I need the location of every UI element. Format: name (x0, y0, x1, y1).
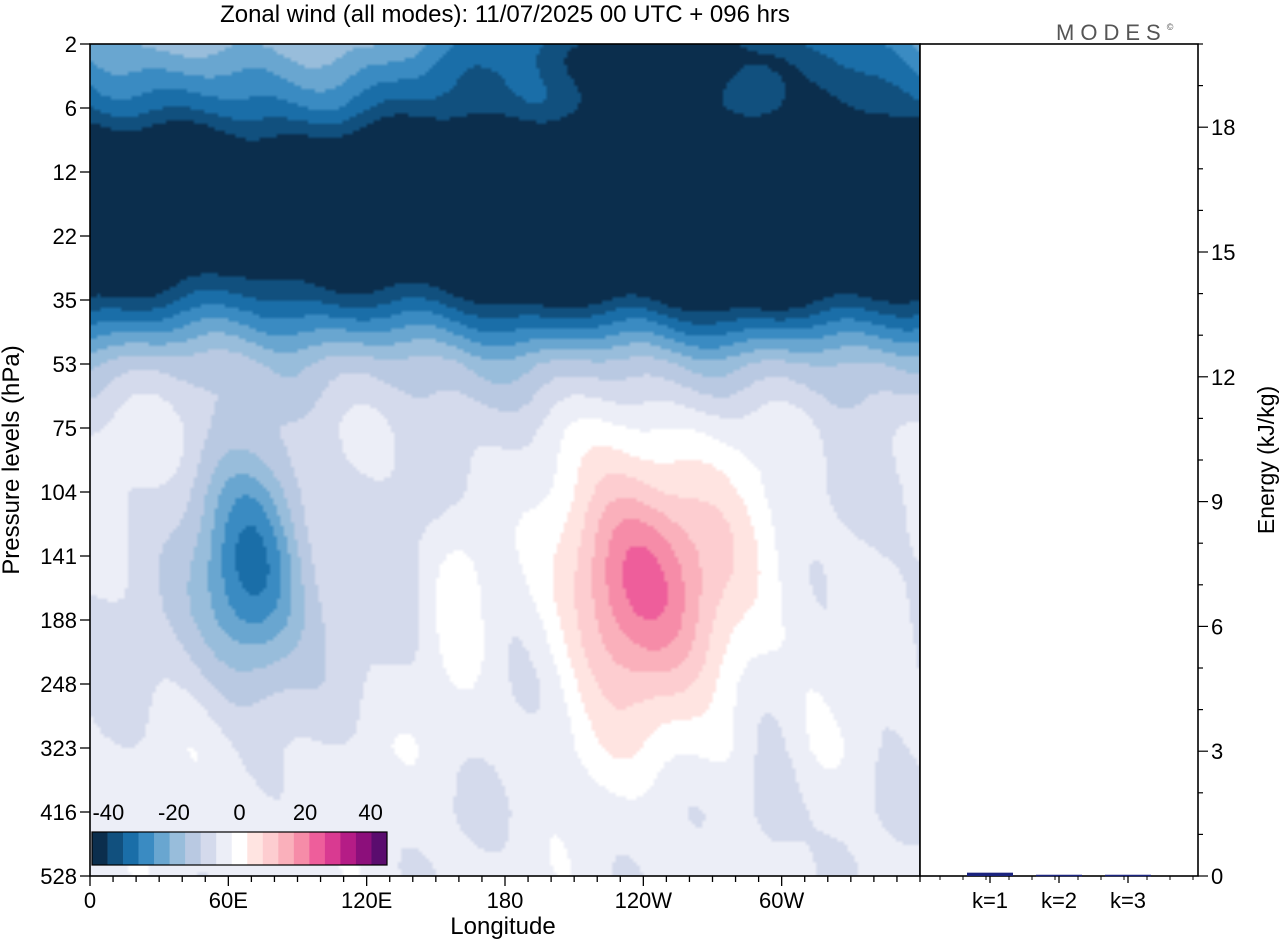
y-axis: 2 6 12 22 35 53 75 104 141 188 248 323 416 528 (40, 32, 90, 889)
bar-y-tick-label: 9 (1211, 490, 1223, 515)
colorbar-frame (91, 831, 388, 866)
y-tick-label: 188 (40, 608, 77, 633)
y-axis-label: Pressure levels (hPa) (0, 345, 25, 574)
y-tick-label: 75 (53, 416, 77, 441)
bar-y-tick-label: 12 (1211, 365, 1235, 390)
bar-y-tick-label: 0 (1211, 864, 1223, 889)
energy-bar-panel: k=1 k=2 k=3 0 3 6 9 12 15 18 Energy (kJ/kg) (919, 43, 1279, 913)
colorbar-swatch (231, 832, 248, 865)
y-tick-label: 6 (65, 96, 77, 121)
x-tick-label: 60W (759, 888, 804, 913)
y-tick-label: 416 (40, 800, 77, 825)
colorbar-swatch (340, 832, 357, 865)
y-tick-label: 141 (40, 544, 77, 569)
colorbar-swatch (247, 832, 264, 865)
colorbar-swatch (216, 832, 233, 865)
colorbar-swatch (324, 832, 341, 865)
colorbar-swatch (138, 832, 155, 865)
colorbar-swatch (309, 832, 326, 865)
x-axis: 0 60E 120E 180 120W 60W (84, 876, 921, 913)
modes-logo: MODES© (1056, 20, 1174, 45)
x-tick-label: 120W (615, 888, 673, 913)
colorbar-tick-label: 20 (293, 800, 317, 825)
colorbar-swatch (92, 832, 108, 865)
x-tick-label: 180 (487, 888, 524, 913)
y-tick-label: 2 (65, 32, 77, 57)
y-tick-label: 528 (40, 864, 77, 889)
bar-y-tick-label: 15 (1211, 240, 1235, 265)
colorbar-swatch (200, 832, 217, 865)
energy-axis-label: Energy (kJ/kg) (1253, 386, 1279, 534)
bar-y-tick-label: 3 (1211, 739, 1223, 764)
bar-x-axis: k=1 k=2 k=3 (939, 876, 1194, 913)
y-tick-label: 323 (40, 736, 77, 761)
energy-bars (967, 872, 1151, 877)
y-tick-label: 248 (40, 672, 77, 697)
y-tick-label: 53 (53, 352, 77, 377)
colorbar: -40 -20 0 20 40 (91, 800, 388, 866)
bar-x-tick-label: k=2 (1041, 888, 1077, 913)
bar-y-axis: 0 3 6 9 12 15 18 (1198, 43, 1235, 889)
heatmap-panel: 0 60E 120E 180 120W 60W 2 6 12 22 35 53 75 104 141 188… (0, 32, 921, 940)
chart-title: Zonal wind (all modes): 11/07/2025 00 UT… (220, 1, 790, 28)
energy-bar (967, 872, 1013, 876)
bar-x-tick-label: k=1 (972, 888, 1008, 913)
colorbar-tick-label: -20 (158, 800, 190, 825)
x-tick-label: 60E (209, 888, 248, 913)
colorbar-swatch (293, 832, 310, 865)
bar-frame (919, 43, 1199, 877)
y-tick-label: 35 (53, 288, 77, 313)
colorbar-swatch (107, 832, 124, 865)
bar-y-tick-label: 6 (1211, 614, 1223, 639)
y-tick-label: 104 (40, 480, 77, 505)
y-tick-label: 22 (53, 224, 77, 249)
colorbar-tick-label: 40 (358, 800, 382, 825)
colorbar-swatch (278, 832, 295, 865)
colorbar-swatch (371, 832, 388, 865)
colorbar-tick-label: 0 (233, 800, 245, 825)
bar-x-tick-label: k=3 (1110, 888, 1146, 913)
x-tick-label: 120E (341, 888, 392, 913)
y-tick-label: 12 (53, 160, 77, 185)
colorbar-swatch (262, 832, 279, 865)
x-axis-label: Longitude (450, 913, 555, 940)
bar-y-tick-label: 18 (1211, 115, 1235, 140)
colorbar-tick-label: -40 (92, 800, 124, 825)
energy-bar (1036, 874, 1082, 877)
heatmap-field (90, 44, 920, 876)
colorbar-swatch (185, 832, 201, 865)
colorbar-swatch (355, 832, 372, 865)
colorbar-swatch (169, 832, 186, 865)
colorbar-swatch (154, 832, 170, 865)
x-tick-label: 0 (84, 888, 96, 913)
energy-bar (1105, 874, 1151, 877)
colorbar-swatch (123, 832, 139, 865)
